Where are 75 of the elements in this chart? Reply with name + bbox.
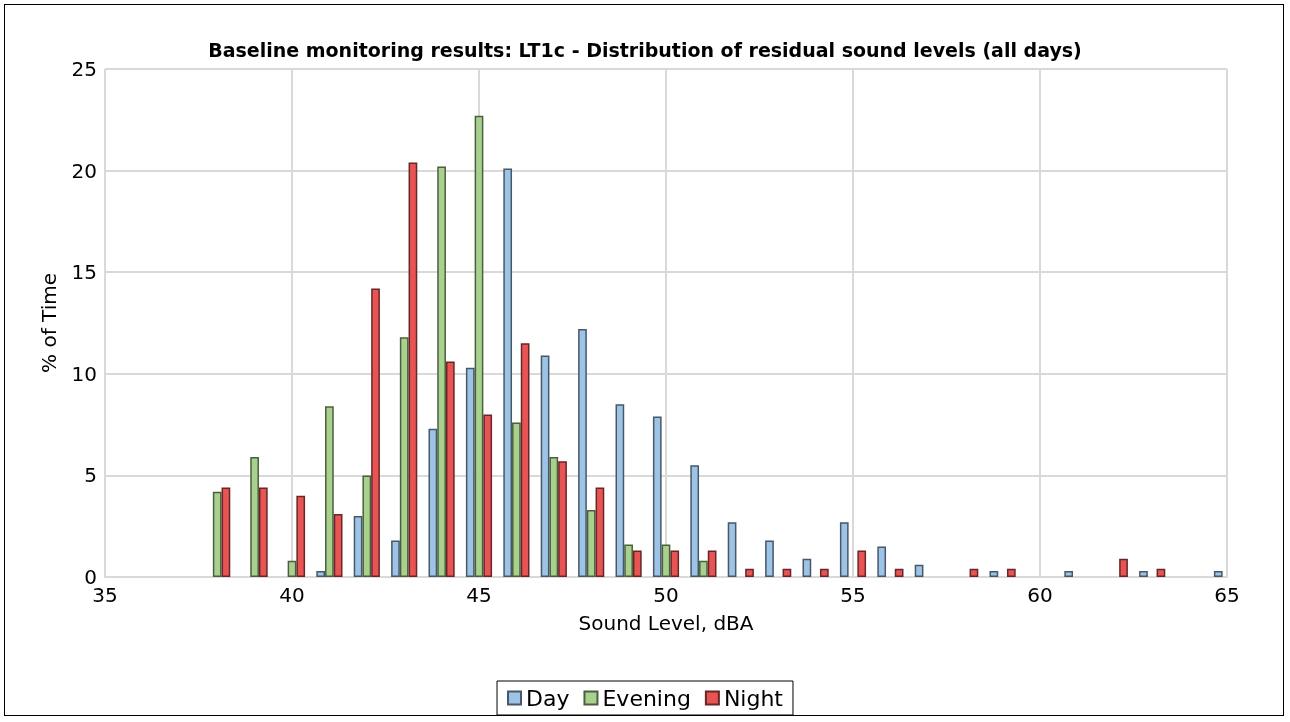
bar xyxy=(707,550,717,577)
bar xyxy=(1006,568,1016,577)
bar xyxy=(428,428,438,577)
bar xyxy=(287,560,297,577)
bar xyxy=(894,568,904,577)
bar xyxy=(333,514,343,577)
bar xyxy=(371,288,380,577)
bar xyxy=(296,495,306,577)
chart-title: Baseline monitoring results: LT1c - Distribution of residual sound levels (all days) xyxy=(208,38,1082,61)
bar xyxy=(258,487,268,577)
bar xyxy=(474,115,484,577)
bar xyxy=(914,564,924,577)
bar xyxy=(540,355,550,577)
bar xyxy=(615,404,625,577)
x-tick-label: 60 xyxy=(1027,583,1053,607)
bar xyxy=(316,570,326,577)
bar xyxy=(391,540,400,577)
bar xyxy=(1139,570,1148,577)
bar xyxy=(362,475,372,577)
bar xyxy=(1119,558,1128,577)
y-tick-label: 10 xyxy=(71,361,97,386)
bar xyxy=(445,361,455,577)
bar xyxy=(670,550,680,577)
bar xyxy=(969,568,979,577)
bar xyxy=(512,422,521,577)
bar xyxy=(624,544,633,577)
bar xyxy=(595,487,605,577)
x-tick-label: 40 xyxy=(279,583,305,607)
bar xyxy=(857,550,867,577)
y-tick-label: 15 xyxy=(71,260,97,285)
bar xyxy=(250,457,259,577)
bar xyxy=(586,509,596,577)
bar xyxy=(839,522,849,577)
bar xyxy=(745,568,754,577)
bar xyxy=(782,568,792,577)
bar xyxy=(520,343,530,577)
legend-label: Day xyxy=(526,685,570,711)
bar xyxy=(465,367,475,577)
bar xyxy=(727,522,737,577)
bar xyxy=(549,457,559,577)
bar xyxy=(1156,568,1166,577)
bar xyxy=(558,461,567,577)
y-tick-label: 20 xyxy=(71,158,97,183)
bar xyxy=(212,491,222,577)
x-axis-title: Sound Level, dBA xyxy=(578,611,754,635)
bar xyxy=(989,570,999,577)
x-tick-label: 50 xyxy=(653,583,679,607)
bar xyxy=(408,162,418,577)
bar xyxy=(699,560,708,577)
x-tick-label: 55 xyxy=(840,583,866,607)
x-tick-label: 65 xyxy=(1214,583,1240,607)
bar xyxy=(765,540,774,577)
bar xyxy=(1213,570,1223,577)
bar xyxy=(399,337,409,577)
bar xyxy=(632,550,642,577)
bar xyxy=(877,546,887,577)
y-axis-title: % of Time xyxy=(37,273,61,373)
legend-label: Night xyxy=(723,685,784,711)
bar xyxy=(819,568,829,577)
bar xyxy=(690,465,700,577)
bar xyxy=(325,406,334,577)
bar xyxy=(483,414,493,577)
bar xyxy=(221,487,231,577)
bar xyxy=(802,558,812,577)
legend-label: Evening xyxy=(602,685,691,711)
bar xyxy=(1064,570,1074,577)
bar xyxy=(437,166,446,577)
bar xyxy=(578,329,587,577)
bar xyxy=(353,516,363,577)
bar xyxy=(661,544,671,577)
bar xyxy=(652,416,662,577)
x-tick-label: 45 xyxy=(466,583,492,607)
bar xyxy=(503,168,513,577)
y-tick-label: 5 xyxy=(84,463,97,488)
y-tick-label: 25 xyxy=(71,57,97,81)
